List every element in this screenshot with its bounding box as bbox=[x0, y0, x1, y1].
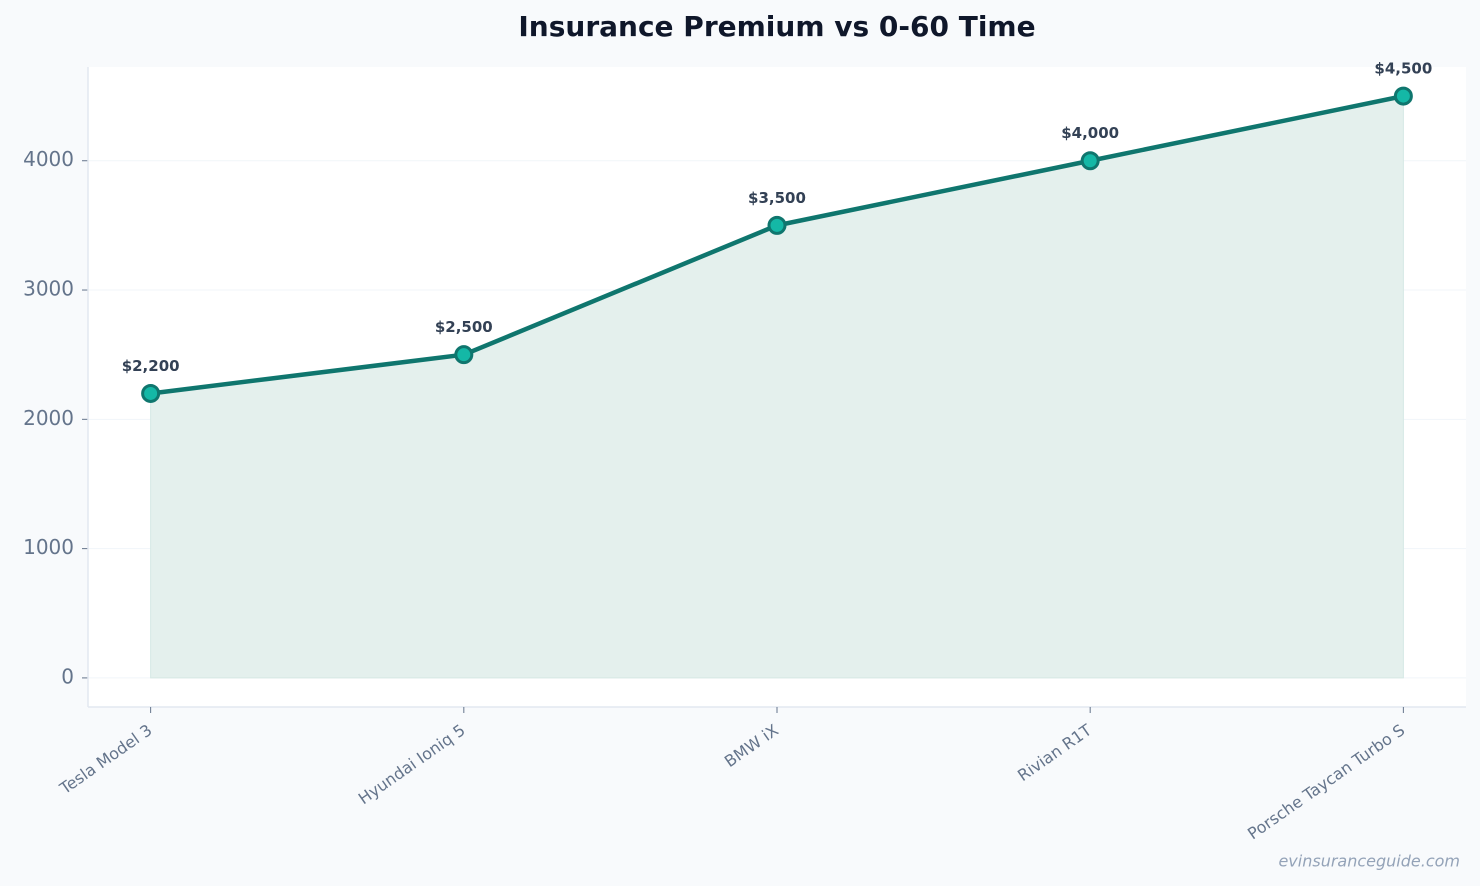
x-tick-label: Tesla Model 3 bbox=[55, 720, 155, 798]
value-label: $4,500 bbox=[1374, 60, 1432, 78]
value-label: $2,200 bbox=[122, 357, 180, 375]
marker bbox=[454, 345, 474, 365]
marker bbox=[1080, 151, 1100, 171]
chart-title: Insurance Premium vs 0-60 Time bbox=[518, 10, 1035, 43]
marker bbox=[1393, 86, 1413, 106]
x-tick-label: Rivian R1T bbox=[1014, 720, 1095, 785]
value-label: $4,000 bbox=[1061, 124, 1119, 142]
watermark: evinsuranceguide.com bbox=[1278, 852, 1460, 871]
y-tick-label: 3000 bbox=[23, 277, 74, 301]
x-tick-label: Porsche Taycan Turbo S bbox=[1244, 720, 1408, 843]
value-label: $3,500 bbox=[748, 189, 806, 207]
y-tick-label: 0 bbox=[61, 664, 74, 688]
y-tick-label: 2000 bbox=[23, 406, 74, 430]
y-tick-label: 1000 bbox=[23, 535, 74, 559]
y-tick-label: 4000 bbox=[23, 147, 74, 171]
value-label: $2,500 bbox=[435, 318, 493, 336]
x-tick-label: Hyundai Ioniq 5 bbox=[355, 720, 469, 808]
marker bbox=[141, 383, 161, 403]
marker bbox=[767, 215, 787, 235]
x-tick-label: BMW iX bbox=[721, 720, 782, 771]
